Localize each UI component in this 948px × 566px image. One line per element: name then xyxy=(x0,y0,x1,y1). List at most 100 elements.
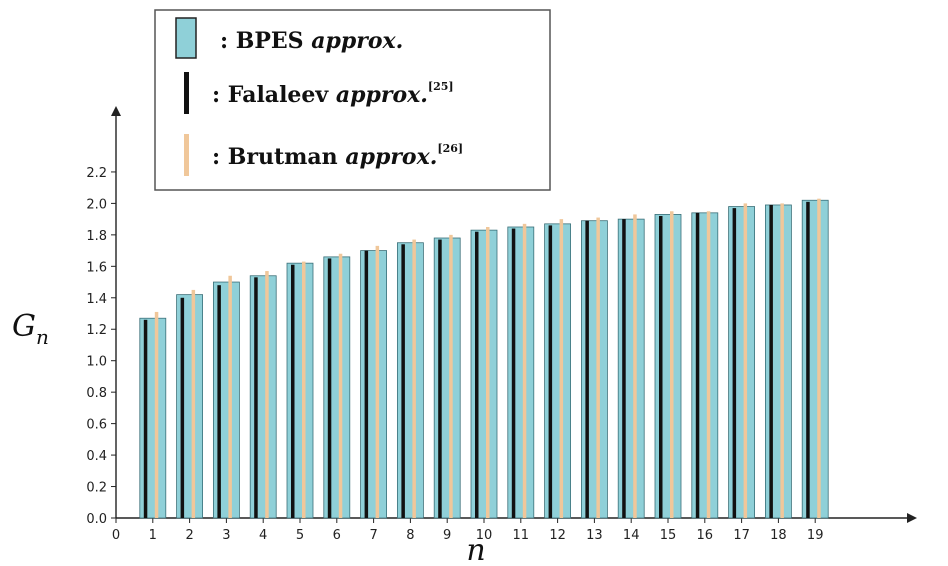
bar-brutman xyxy=(817,198,821,518)
bar-brutman xyxy=(338,253,343,518)
bar-brutman xyxy=(191,289,196,518)
legend-label-brutman-main: : Brutman xyxy=(212,144,345,170)
x-tick-label: 0 xyxy=(112,528,120,543)
bar-falaleev xyxy=(769,204,773,518)
bar-brutman xyxy=(154,311,159,518)
legend-label-falaleev-main: : Falaleev xyxy=(212,82,336,108)
bar-falaleev xyxy=(143,319,148,518)
x-tick-label: 9 xyxy=(443,528,451,543)
x-axis-label: n xyxy=(466,533,485,566)
bar-brutman xyxy=(559,219,564,518)
bar-falaleev xyxy=(327,258,332,518)
bar-brutman xyxy=(670,211,674,518)
x-tick-label: 19 xyxy=(807,528,824,543)
bar-brutman xyxy=(706,211,711,518)
y-axis-label-subscript: n xyxy=(36,325,49,349)
y-tick-label: 0.6 xyxy=(86,418,107,433)
x-tick-label: 4 xyxy=(259,528,267,543)
legend-label-bpes-approx: approx. xyxy=(311,28,403,54)
bar-falaleev xyxy=(732,208,737,518)
bar-bpes xyxy=(507,226,535,519)
bar-brutman xyxy=(522,223,527,518)
bar-bpes xyxy=(433,237,461,519)
legend-label-brutman: : Brutman approx.[26] xyxy=(212,142,463,170)
x-tick-label: 11 xyxy=(513,528,530,543)
x-tick-label: 3 xyxy=(222,528,230,543)
legend-label-falaleev-approx: approx. xyxy=(336,82,428,108)
bar-falaleev xyxy=(291,264,295,518)
x-tick-label: 7 xyxy=(369,528,377,543)
bar-bpes xyxy=(139,317,167,519)
bar-falaleev xyxy=(217,285,221,518)
legend-swatch-brutman xyxy=(184,134,189,176)
bar-brutman xyxy=(228,275,232,518)
y-tick-label: 0.4 xyxy=(86,449,107,464)
bars xyxy=(139,198,829,519)
y-tick-label: 2.2 xyxy=(86,166,107,181)
y-tick-label: 1.6 xyxy=(86,260,107,275)
bar-bpes xyxy=(801,199,829,519)
legend-label-falaleev: : Falaleev approx.[25] xyxy=(212,80,454,108)
x-tick-label: 1 xyxy=(149,528,157,543)
y-tick-label: 1.8 xyxy=(86,229,107,244)
bar-bpes xyxy=(360,250,388,519)
x-tick-label: 6 xyxy=(333,528,341,543)
x-tick-label: 5 xyxy=(296,528,304,543)
bar-brutman xyxy=(596,217,600,518)
bar-bpes xyxy=(544,223,571,519)
y-axis-label: Gn xyxy=(12,309,49,349)
bar-bpes xyxy=(691,212,719,519)
bar-falaleev xyxy=(548,225,553,518)
bar-falaleev xyxy=(806,201,810,518)
bar-bpes xyxy=(581,220,608,519)
x-tick-label: 12 xyxy=(549,528,566,543)
bar-falaleev xyxy=(364,250,369,518)
y-tick-label: 1.4 xyxy=(86,292,107,307)
bar-falaleev xyxy=(585,220,589,518)
bar-falaleev xyxy=(511,228,516,518)
x-tick-label: 14 xyxy=(623,528,640,543)
bar-brutman xyxy=(265,271,269,518)
bar-falaleev xyxy=(695,212,700,518)
bar-brutman xyxy=(780,203,784,518)
y-tick-label: 1.0 xyxy=(86,355,107,370)
x-tick-label: 17 xyxy=(733,528,750,543)
y-tick-label: 2.0 xyxy=(86,197,107,212)
x-tick-label: 8 xyxy=(406,528,414,543)
bar-falaleev xyxy=(475,231,479,519)
legend-swatch-bpes xyxy=(175,17,197,59)
bar-bpes xyxy=(654,214,682,519)
bar-falaleev xyxy=(254,277,258,518)
x-tick-label: 16 xyxy=(697,528,714,543)
bar-bpes xyxy=(212,281,240,519)
legend-label-bpes: : BPES approx. xyxy=(220,28,403,54)
bar-brutman xyxy=(743,203,748,518)
tick-labels: 0.00.20.40.60.81.01.21.41.61.82.02.20 1 2 3… xyxy=(86,166,823,543)
legend-swatch-falaleev xyxy=(184,72,189,114)
bar-brutman xyxy=(633,214,637,518)
legend: : BPES approx. : Falaleev approx.[25] : … xyxy=(154,9,551,191)
bar-bpes xyxy=(728,206,755,519)
x-tick-label: 15 xyxy=(660,528,677,543)
bar-falaleev xyxy=(180,297,185,518)
y-axis-label-main: G xyxy=(12,309,36,344)
y-tick-label: 1.2 xyxy=(86,323,107,338)
bar-falaleev xyxy=(622,219,626,518)
bar-bpes xyxy=(470,229,498,519)
x-tick-label: 13 xyxy=(586,528,603,543)
bar-brutman xyxy=(486,226,490,518)
bar-brutman xyxy=(412,239,416,519)
legend-label-bpes-main: : BPES xyxy=(220,28,311,54)
y-tick-label: 0.0 xyxy=(86,512,107,527)
bar-brutman xyxy=(302,261,306,518)
legend-label-brutman-approx: approx. xyxy=(345,144,437,170)
bar-bpes xyxy=(323,256,351,519)
bar-brutman xyxy=(449,234,453,519)
x-tick-label: 10 xyxy=(476,528,493,543)
bar-brutman xyxy=(375,245,380,518)
bar-falaleev xyxy=(659,215,663,518)
legend-frame xyxy=(154,9,551,191)
y-tick-label: 0.8 xyxy=(86,386,107,401)
bar-bpes xyxy=(176,294,204,519)
bar-bpes xyxy=(249,275,277,519)
